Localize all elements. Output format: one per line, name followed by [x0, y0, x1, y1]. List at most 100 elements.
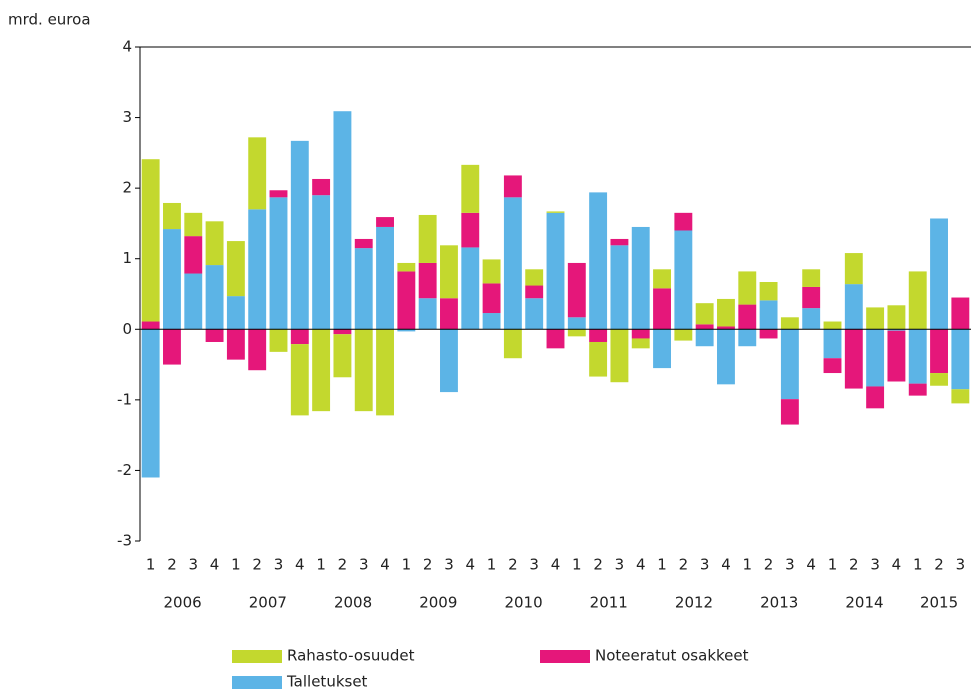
bar: [184, 236, 203, 274]
legend-label: Rahasto-osuudet: [287, 647, 415, 665]
bar: [184, 212, 203, 237]
bar: [844, 253, 863, 285]
year-label: 2006: [164, 594, 202, 612]
x-tick-label: 2: [167, 556, 177, 574]
bar: [397, 262, 416, 272]
bar: [312, 195, 331, 330]
bar: [333, 329, 352, 335]
y-tick-label: 1: [122, 249, 132, 267]
bar: [205, 221, 224, 266]
x-tick-label: 3: [615, 556, 625, 574]
bar: [674, 230, 693, 330]
bar: [610, 238, 629, 246]
bar: [887, 329, 906, 331]
x-tick-label: 2: [338, 556, 348, 574]
bar: [759, 329, 778, 339]
x-tick-label: 1: [487, 556, 497, 574]
legend-label: Talletukset: [286, 673, 368, 691]
x-tick-label: 1: [742, 556, 752, 574]
bar: [908, 383, 927, 396]
legend-swatch: [232, 676, 282, 689]
bar: [163, 202, 181, 230]
bar: [780, 399, 799, 425]
bar: [653, 329, 671, 369]
bar: [866, 307, 885, 330]
bar: [418, 262, 437, 299]
x-tick-label: 3: [188, 556, 198, 574]
bar: [482, 313, 501, 330]
x-tick-label: 2: [764, 556, 774, 574]
x-tick-label: 1: [913, 556, 923, 574]
x-tick-label: 1: [146, 556, 156, 574]
year-label: 2010: [504, 594, 542, 612]
bar: [269, 190, 288, 198]
bar: [418, 214, 437, 263]
bar: [653, 288, 671, 330]
bar: [631, 226, 650, 330]
bar: [717, 326, 735, 330]
x-tick-label: 1: [402, 556, 412, 574]
bar: [695, 329, 714, 347]
year-label: 2011: [590, 594, 628, 612]
bar: [141, 329, 160, 478]
x-tick-label: 4: [892, 556, 902, 574]
y-axis-label: mrd. euroa: [8, 11, 91, 29]
x-tick-label: 2: [252, 556, 262, 574]
bar: [141, 321, 160, 330]
bar: [951, 329, 970, 390]
bar: [376, 217, 394, 227]
bar: [184, 273, 203, 330]
year-label: 2015: [920, 594, 958, 612]
bar: [887, 330, 906, 382]
bar: [546, 329, 565, 349]
bar: [610, 245, 629, 330]
bar: [312, 329, 331, 412]
bar: [674, 212, 693, 231]
bar: [397, 271, 416, 330]
bar: [376, 226, 394, 330]
x-tick-label: 4: [380, 556, 390, 574]
bar: [717, 298, 735, 327]
bar: [780, 329, 799, 400]
year-label: 2012: [675, 594, 713, 612]
x-tick-label: 3: [444, 556, 454, 574]
bar: [248, 137, 267, 210]
year-label: 2007: [249, 594, 287, 612]
x-tick-label: 3: [359, 556, 369, 574]
bar: [226, 329, 245, 360]
bar: [695, 303, 714, 325]
bar: [503, 175, 522, 198]
bar: [163, 229, 181, 330]
bar: [354, 248, 373, 330]
bar: [567, 317, 586, 330]
bar: [930, 218, 948, 330]
bar: [780, 317, 799, 330]
bar: [163, 329, 181, 365]
bar: [482, 283, 501, 314]
bar: [226, 296, 245, 330]
bar: [717, 329, 735, 385]
bar: [823, 358, 842, 374]
x-tick-label: 4: [636, 556, 646, 574]
legend-swatch: [232, 650, 282, 663]
bar: [248, 329, 267, 371]
bar: [930, 373, 948, 386]
bar: [354, 238, 373, 249]
x-tick-label: 4: [551, 556, 561, 574]
bar: [738, 271, 757, 305]
x-tick-label: 3: [700, 556, 710, 574]
bar: [461, 247, 480, 330]
bar: [418, 298, 437, 330]
bar: [290, 344, 309, 416]
bar: [226, 241, 245, 297]
x-tick-label: 2: [934, 556, 944, 574]
bar: [440, 298, 458, 330]
bar: [802, 269, 821, 287]
year-label: 2009: [419, 594, 457, 612]
x-tick-label: 2: [593, 556, 603, 574]
bar: [844, 284, 863, 330]
x-tick-label: 3: [956, 556, 966, 574]
bar: [333, 334, 352, 378]
bar: [866, 386, 885, 409]
bar: [354, 329, 373, 412]
